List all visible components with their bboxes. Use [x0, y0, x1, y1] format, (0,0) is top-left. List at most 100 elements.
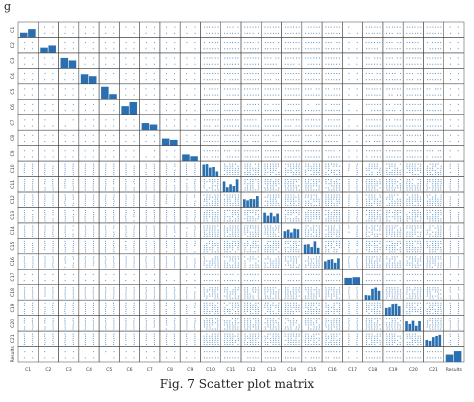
- scatter-point: [374, 156, 376, 158]
- scatter-point: [440, 235, 442, 237]
- scatter-point: [328, 32, 330, 34]
- scatter-point: [44, 198, 46, 200]
- scatter-point: [255, 141, 257, 143]
- scatter-point: [285, 187, 287, 189]
- scatter-point: [296, 57, 298, 59]
- scatter-point: [307, 141, 309, 143]
- scatter-point: [154, 216, 156, 218]
- scatter-point: [186, 185, 188, 187]
- cell-frame: [342, 68, 363, 85]
- scatter-point: [275, 163, 277, 165]
- scatter-point: [203, 179, 205, 181]
- scatter-point: [85, 280, 87, 282]
- scatter-point: [244, 262, 246, 264]
- scatter-point: [437, 242, 439, 244]
- scatter-point: [209, 225, 211, 227]
- scatter-point: [237, 227, 239, 229]
- scatter-point: [377, 225, 379, 227]
- scatter-point: [328, 169, 330, 171]
- scatter-point: [203, 262, 205, 264]
- scatter-point: [32, 249, 34, 251]
- scatter-point: [249, 119, 251, 121]
- scatter-point: [208, 134, 210, 136]
- scatter-point: [399, 249, 401, 251]
- scatter-point: [333, 26, 335, 28]
- scatter-point: [232, 229, 234, 231]
- scatter-point: [244, 42, 246, 44]
- scatter-point: [217, 242, 219, 244]
- scatter-point: [166, 119, 168, 121]
- scatter-point: [391, 141, 393, 143]
- scatter-point: [313, 214, 315, 216]
- scatter-point: [371, 48, 373, 50]
- scatter-point: [388, 216, 390, 218]
- scatter-point: [104, 256, 106, 258]
- scatter-point: [93, 227, 95, 229]
- scatter-point: [125, 165, 127, 167]
- scatter-point: [249, 163, 251, 165]
- scatter-point: [336, 233, 338, 235]
- scatter-point: [313, 189, 315, 191]
- scatter-point: [174, 181, 176, 183]
- scatter-point: [125, 235, 127, 237]
- cell-frame: [443, 176, 465, 193]
- scatter-point: [310, 183, 312, 185]
- scatter-point: [113, 280, 115, 282]
- scatter-point: [426, 233, 428, 235]
- scatter-point: [72, 141, 74, 143]
- scatter-point: [247, 171, 249, 173]
- scatter-point: [52, 94, 54, 96]
- scatter-point: [293, 251, 295, 253]
- scatter-point: [429, 194, 431, 196]
- scatter-point: [449, 251, 451, 253]
- scatter-point: [194, 258, 196, 260]
- scatter-point: [52, 233, 54, 235]
- scatter-point: [165, 229, 167, 231]
- scatter-point: [246, 231, 248, 233]
- scatter-point: [31, 273, 33, 275]
- scatter-point: [186, 187, 188, 189]
- scatter-point: [298, 245, 300, 247]
- scatter-point: [305, 110, 307, 112]
- scatter-point: [305, 280, 307, 282]
- scatter-point: [426, 156, 428, 158]
- scatter-point: [217, 181, 219, 183]
- scatter-point: [420, 247, 422, 249]
- scatter-point: [411, 196, 413, 198]
- scatter-point: [203, 214, 205, 216]
- scatter-point: [348, 119, 350, 121]
- scatter-point: [153, 48, 155, 50]
- histogram-bar: [337, 258, 340, 270]
- scatter-point: [313, 227, 315, 229]
- scatter-point: [379, 174, 381, 176]
- scatter-point: [336, 110, 338, 112]
- scatter-point: [145, 262, 147, 264]
- scatter-point: [336, 103, 338, 105]
- scatter-point: [440, 167, 442, 169]
- scatter-point: [458, 214, 460, 216]
- scatter-point: [434, 134, 436, 136]
- scatter-point: [237, 229, 239, 231]
- scatter-point: [186, 63, 188, 65]
- scatter-point: [278, 134, 280, 136]
- cell-frame: [342, 21, 363, 38]
- scatter-point: [24, 150, 26, 152]
- scatter-point: [333, 57, 335, 59]
- scatter-point: [429, 119, 431, 121]
- scatter-point: [264, 189, 266, 191]
- scatter-point: [376, 72, 378, 74]
- cell-frame: [179, 114, 201, 131]
- scatter-point: [339, 150, 341, 152]
- scatter-point: [186, 198, 188, 200]
- scatter-point: [429, 72, 431, 74]
- scatter-point: [270, 264, 272, 266]
- scatter-point: [307, 273, 309, 275]
- scatter-point: [391, 185, 393, 187]
- scatter-point: [165, 181, 167, 183]
- scatter-point: [414, 225, 416, 227]
- scatter-point: [194, 200, 196, 202]
- scatter-point: [249, 42, 251, 44]
- scatter-point: [31, 125, 33, 127]
- scatter-point: [125, 198, 127, 200]
- scatter-point: [145, 256, 147, 258]
